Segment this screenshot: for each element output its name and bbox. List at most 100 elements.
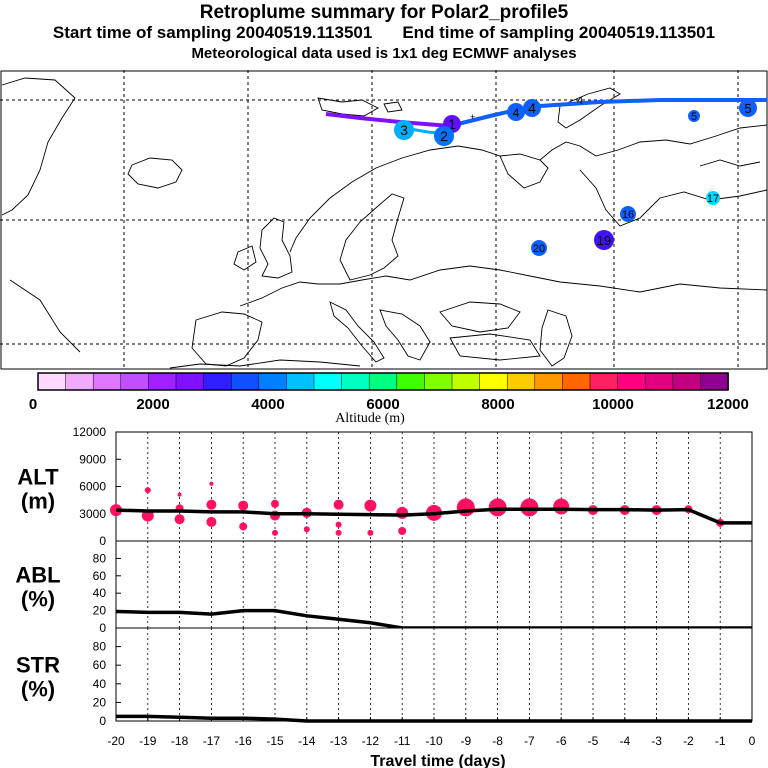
colorbar-frame <box>37 372 729 391</box>
cluster-point <box>239 522 248 531</box>
cluster-point <box>396 506 409 519</box>
page-title: Retroplume summary for Polar2_profile5 <box>199 2 569 23</box>
cluster-point <box>238 500 249 511</box>
cluster-point <box>520 498 539 517</box>
y-tick-label: 9000 <box>79 452 106 466</box>
plume-markers: 1 2 3 4 4 4 5 5 16 17 19 20 + <box>394 95 757 256</box>
cluster-point <box>335 529 342 536</box>
colorbar-cell <box>203 372 232 391</box>
plume-marker-19: 19 <box>594 230 614 250</box>
colorbar-tick-label: 10000 <box>592 396 634 413</box>
x-axis-label: Travel time (days) <box>370 753 505 768</box>
y-tick-label: 80 <box>93 640 107 654</box>
plume-number: 1 <box>448 116 456 132</box>
plume-number: 4 <box>528 100 536 116</box>
y-tick-label: 20 <box>93 604 107 618</box>
plume-number: 17 <box>707 193 719 205</box>
y-tick-label: 60 <box>93 569 107 583</box>
x-tick-label: -13 <box>330 734 348 748</box>
coastlines <box>1 77 768 369</box>
colorbar-cell <box>451 372 481 391</box>
x-tick-label: -4 <box>619 734 630 748</box>
cluster-point <box>488 498 507 517</box>
x-tick-label: -20 <box>107 734 125 748</box>
plume-marker-4b: 4 <box>523 99 541 117</box>
plume-marker-5b: 5 <box>688 110 700 123</box>
x-tick-label: -17 <box>203 734 221 748</box>
plume-number: 19 <box>597 233 611 248</box>
cluster-point <box>335 521 342 528</box>
y-tick-label: 3000 <box>79 507 106 521</box>
cluster-point <box>206 516 217 527</box>
colorbar-tick-label: 2000 <box>136 396 169 413</box>
series-line <box>115 507 752 525</box>
met-data-label: Meteorological data used is 1x1 deg ECMW… <box>191 45 577 62</box>
plume-marker-20: 20 <box>531 240 547 256</box>
colorbar-cell <box>672 372 702 391</box>
colorbar-label: Altitude (m) <box>335 411 405 426</box>
plume-marker-16: 16 <box>620 206 636 222</box>
y-axis-unit: (%) <box>21 677 55 702</box>
colorbar-cell <box>120 372 150 391</box>
plume-marker-3: 3 <box>394 120 414 140</box>
colorbar-cell <box>368 372 398 391</box>
y-tick-label: 6000 <box>79 480 106 494</box>
plume-number: 3 <box>400 122 408 138</box>
x-tick-label: -7 <box>524 734 535 748</box>
y-tick-label: 40 <box>93 677 107 691</box>
start-time-label: Start time of sampling 20040519.113501 <box>52 23 373 42</box>
colorbar-cell <box>506 372 536 391</box>
plume-number: 4 <box>513 106 520 120</box>
x-tick-label: -15 <box>266 734 284 748</box>
colorbar-cell <box>644 372 674 391</box>
x-tick-label: -1 <box>715 734 726 748</box>
y-axis-label: STR <box>16 653 60 678</box>
colorbar-cell <box>534 372 564 391</box>
cluster-point <box>398 527 407 536</box>
x-tick-label: -2 <box>683 734 694 748</box>
colorbar-cell <box>396 372 426 391</box>
x-tick-label: -16 <box>235 734 253 748</box>
str-chart: 0 20 40 60 80 STR(%) <box>16 627 753 728</box>
colorbar-cell <box>175 372 205 391</box>
cluster-point <box>364 499 377 512</box>
x-tick-label: -9 <box>460 734 471 748</box>
cluster-point <box>272 529 278 536</box>
colorbar-cell <box>700 372 729 391</box>
colorbar-cell <box>258 372 288 391</box>
cluster-point <box>303 526 310 533</box>
plume-number: 4 <box>577 95 583 107</box>
trajectory-map: 1 2 3 4 4 4 5 5 16 17 19 20 + <box>0 70 768 370</box>
x-tick-label: -8 <box>492 734 503 748</box>
colorbar-cell <box>424 372 453 391</box>
plume-marker-2: 2 <box>434 126 454 146</box>
y-axis-unit: (m) <box>21 489 55 514</box>
colorbar-tick-label: 8000 <box>481 396 514 413</box>
x-tick-label: -10 <box>425 734 443 748</box>
x-tick-label: -5 <box>588 734 599 748</box>
plume-marker-5a: 5 <box>739 99 757 117</box>
cluster-point <box>367 529 374 536</box>
colorbar-cell <box>341 372 370 391</box>
colorbar-cell <box>65 372 94 391</box>
y-axis-unit: (%) <box>21 587 55 612</box>
x-tick-label: -12 <box>362 734 380 748</box>
abl-chart: 0 20 40 60 80 ABL(%) <box>15 540 753 635</box>
colorbar-tick-label: 0 <box>29 396 37 413</box>
x-tick-label: -11 <box>394 734 411 748</box>
colorbar-tick-label: 12000 <box>707 396 749 413</box>
plume-marker-4c: 4 <box>577 95 583 107</box>
y-axis-label: ABL <box>15 563 60 588</box>
colorbar-ticks: 0 2000 4000 6000 8000 10000 12000 <box>29 396 749 413</box>
plume-number: 5 <box>691 111 697 123</box>
colorbar-cell <box>37 372 67 391</box>
cluster-point <box>209 481 214 486</box>
altitude-colorbar: 0 2000 4000 6000 8000 10000 12000 Altitude (m) <box>29 372 749 426</box>
plume-number: 16 <box>622 209 634 221</box>
colorbar-tick-label: 4000 <box>251 396 284 413</box>
cluster-point <box>271 499 279 508</box>
x-tick-label: -6 <box>556 734 567 748</box>
y-tick-label: 0 <box>99 534 106 548</box>
end-time-label: End time of sampling 20040519.113501 <box>402 23 716 42</box>
